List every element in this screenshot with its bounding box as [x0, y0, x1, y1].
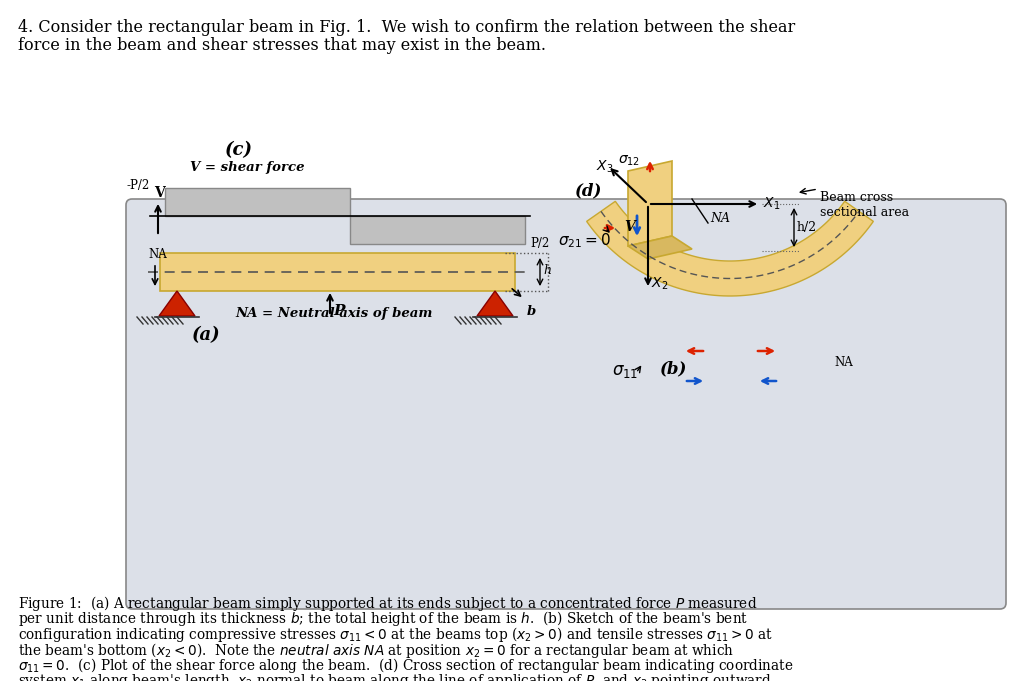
Text: V: V [624, 220, 635, 234]
Text: Beam cross
sectional area: Beam cross sectional area [820, 191, 909, 219]
Text: 4. Consider the rectangular beam in Fig. 1.  We wish to confirm the relation bet: 4. Consider the rectangular beam in Fig.… [18, 19, 796, 36]
Text: NA = Neutral axis of beam: NA = Neutral axis of beam [234, 307, 432, 320]
Text: $\sigma_{11} = 0$.  (c) Plot of the shear force along the beam.  (d) Cross secti: $\sigma_{11} = 0$. (c) Plot of the shear… [18, 656, 794, 675]
FancyBboxPatch shape [126, 199, 1006, 609]
Text: h: h [543, 264, 551, 277]
Text: (d): (d) [575, 183, 602, 200]
Text: configuration indicating compressive stresses $\sigma_{11} < 0$ at the beams top: configuration indicating compressive str… [18, 625, 773, 644]
Text: system $x_1$ along beam's length, $x_2$ normal to beam along the line of applica: system $x_1$ along beam's length, $x_2$ … [18, 673, 775, 681]
Text: $\sigma_{21}=0$: $\sigma_{21}=0$ [558, 232, 611, 251]
Text: b: b [527, 305, 537, 318]
Bar [160, 253, 515, 291]
Polygon shape [628, 161, 672, 246]
Bar [350, 216, 525, 244]
Text: P: P [333, 304, 344, 318]
Polygon shape [587, 202, 873, 296]
Text: $X_3$: $X_3$ [596, 159, 613, 176]
Text: per unit distance through its thickness $b$; the total height of the beam is $h$: per unit distance through its thickness … [18, 609, 749, 629]
Text: h/2: h/2 [797, 221, 817, 234]
Text: P/2: P/2 [530, 238, 549, 251]
Text: the beam's bottom ($x_2 < 0$).  Note the $\mathit{neutral\ axis}$ $NA$ at positi: the beam's bottom ($x_2 < 0$). Note the … [18, 641, 734, 659]
Text: (c): (c) [225, 141, 253, 159]
Text: $\sigma_{12}$: $\sigma_{12}$ [618, 154, 640, 168]
Text: NA: NA [148, 248, 167, 261]
Text: V: V [154, 186, 165, 200]
Polygon shape [477, 291, 513, 316]
Text: -P/2: -P/2 [127, 180, 150, 193]
Text: $X_1$: $X_1$ [763, 196, 780, 212]
Text: NA: NA [834, 356, 853, 370]
Text: NA: NA [710, 212, 730, 225]
Text: (b): (b) [660, 360, 687, 377]
Text: force in the beam and shear stresses that may exist in the beam.: force in the beam and shear stresses tha… [18, 37, 546, 54]
Polygon shape [159, 291, 195, 316]
Text: $\sigma_{11}$: $\sigma_{11}$ [612, 362, 638, 379]
Text: V = shear force: V = shear force [190, 161, 304, 174]
Bar [165, 188, 350, 216]
Text: (a): (a) [193, 326, 220, 344]
Text: Figure 1:  (a) A rectangular beam simply supported at its ends subject to a conc: Figure 1: (a) A rectangular beam simply … [18, 594, 758, 613]
Text: $X_2$: $X_2$ [651, 276, 669, 292]
Polygon shape [628, 236, 692, 259]
